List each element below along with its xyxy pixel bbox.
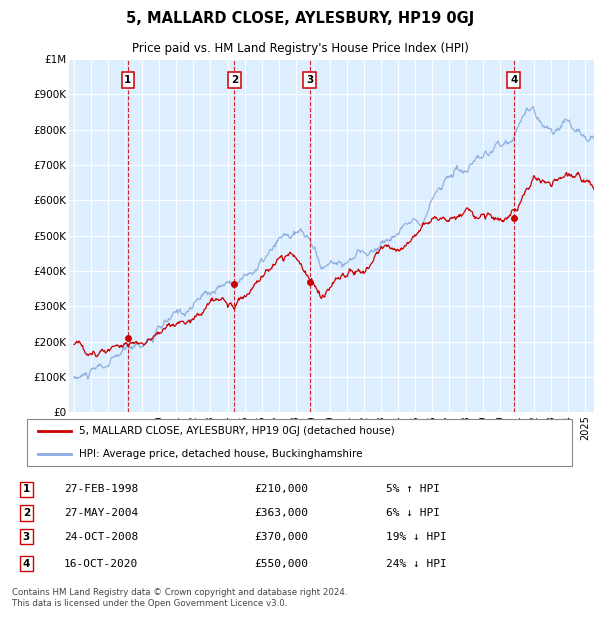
Text: Contains HM Land Registry data © Crown copyright and database right 2024.
This d: Contains HM Land Registry data © Crown c… [12, 588, 347, 608]
Text: £210,000: £210,000 [254, 484, 308, 494]
Text: 1: 1 [23, 484, 30, 494]
Text: 2: 2 [231, 75, 238, 85]
Text: 27-FEB-1998: 27-FEB-1998 [64, 484, 138, 494]
Text: 4: 4 [23, 559, 30, 569]
Text: £550,000: £550,000 [254, 559, 308, 569]
Text: 1: 1 [124, 75, 131, 85]
Text: £370,000: £370,000 [254, 531, 308, 542]
Text: 5% ↑ HPI: 5% ↑ HPI [386, 484, 440, 494]
Text: 24% ↓ HPI: 24% ↓ HPI [386, 559, 447, 569]
Text: 5, MALLARD CLOSE, AYLESBURY, HP19 0GJ (detached house): 5, MALLARD CLOSE, AYLESBURY, HP19 0GJ (d… [79, 425, 395, 435]
Text: 16-OCT-2020: 16-OCT-2020 [64, 559, 138, 569]
Text: HPI: Average price, detached house, Buckinghamshire: HPI: Average price, detached house, Buck… [79, 450, 362, 459]
Text: 6% ↓ HPI: 6% ↓ HPI [386, 508, 440, 518]
Text: 24-OCT-2008: 24-OCT-2008 [64, 531, 138, 542]
Text: Price paid vs. HM Land Registry's House Price Index (HPI): Price paid vs. HM Land Registry's House … [131, 42, 469, 55]
Text: 3: 3 [306, 75, 313, 85]
Text: 4: 4 [510, 75, 517, 85]
Text: 3: 3 [23, 531, 30, 542]
Text: £363,000: £363,000 [254, 508, 308, 518]
Text: 19% ↓ HPI: 19% ↓ HPI [386, 531, 447, 542]
Text: 2: 2 [23, 508, 30, 518]
FancyBboxPatch shape [27, 418, 572, 466]
Text: 5, MALLARD CLOSE, AYLESBURY, HP19 0GJ: 5, MALLARD CLOSE, AYLESBURY, HP19 0GJ [126, 11, 474, 26]
Text: 27-MAY-2004: 27-MAY-2004 [64, 508, 138, 518]
